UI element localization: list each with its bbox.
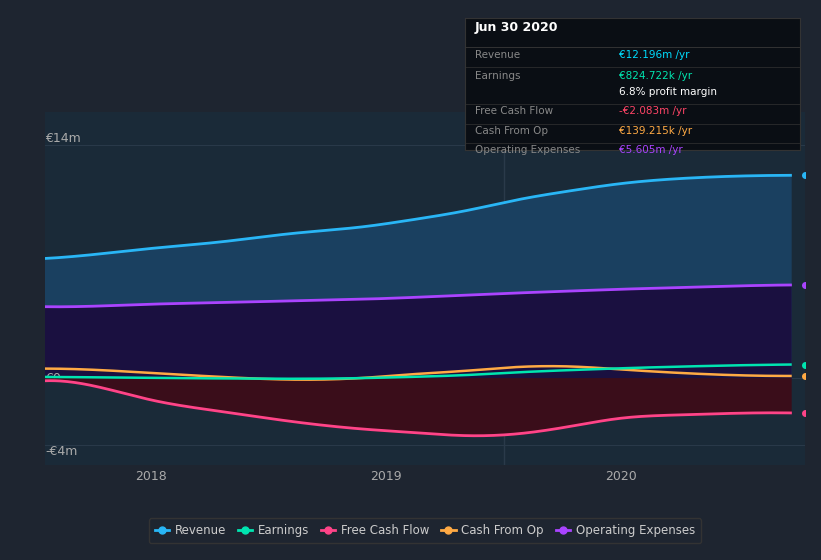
Text: 6.8% profit margin: 6.8% profit margin — [619, 87, 718, 97]
Text: €14m: €14m — [45, 132, 81, 145]
Text: Jun 30 2020: Jun 30 2020 — [475, 21, 558, 34]
Text: Earnings: Earnings — [475, 71, 521, 81]
Legend: Revenue, Earnings, Free Cash Flow, Cash From Op, Operating Expenses: Revenue, Earnings, Free Cash Flow, Cash … — [149, 519, 701, 543]
Text: Free Cash Flow: Free Cash Flow — [475, 106, 553, 116]
Text: -€2.083m /yr: -€2.083m /yr — [619, 106, 686, 116]
Text: €5.605m /yr: €5.605m /yr — [619, 145, 683, 155]
Text: Operating Expenses: Operating Expenses — [475, 145, 580, 155]
Text: €12.196m /yr: €12.196m /yr — [619, 50, 690, 59]
Text: Cash From Op: Cash From Op — [475, 127, 548, 136]
Text: €139.215k /yr: €139.215k /yr — [619, 127, 692, 136]
Text: €824.722k /yr: €824.722k /yr — [619, 71, 692, 81]
Text: Revenue: Revenue — [475, 50, 520, 59]
Text: €0: €0 — [45, 372, 61, 385]
Text: -€4m: -€4m — [45, 445, 77, 458]
